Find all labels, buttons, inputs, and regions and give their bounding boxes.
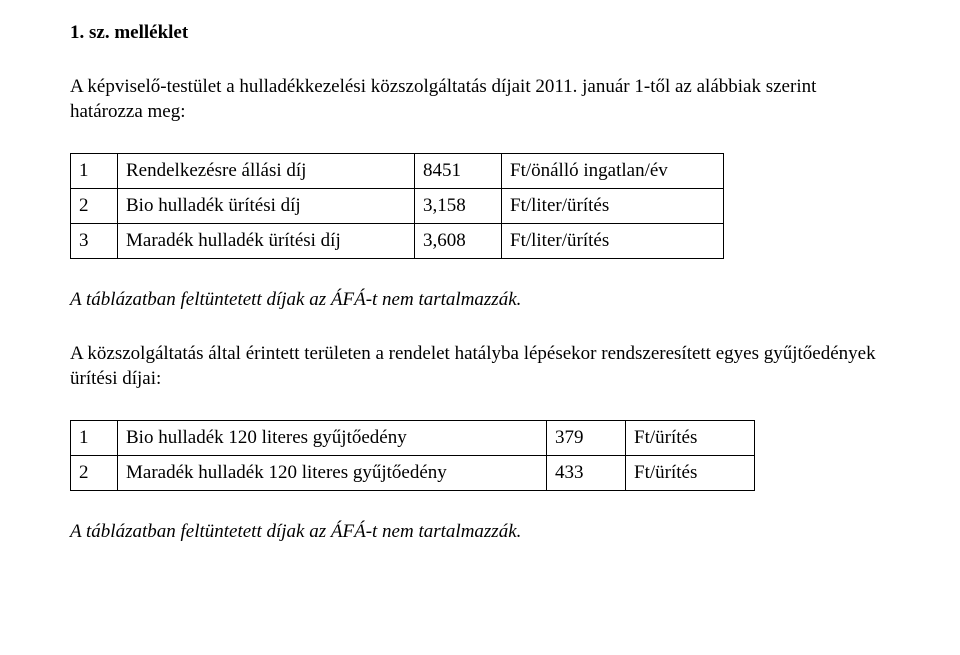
cell-desc: Bio hulladék ürítési díj — [118, 188, 415, 223]
cell-val: 8451 — [415, 153, 502, 188]
cell-num: 3 — [71, 223, 118, 258]
vat-note-2: A táblázatban feltüntetett díjak az ÁFÁ-… — [70, 519, 890, 545]
mid-paragraph: A közszolgáltatás által érintett terület… — [70, 341, 890, 392]
cell-val: 379 — [547, 420, 626, 455]
cell-unit: Ft/önálló ingatlan/év — [502, 153, 724, 188]
table-row: 2 Bio hulladék ürítési díj 3,158 Ft/lite… — [71, 188, 724, 223]
fees-table-1: 1 Rendelkezésre állási díj 8451 Ft/önáll… — [70, 153, 724, 259]
table-row: 1 Rendelkezésre állási díj 8451 Ft/önáll… — [71, 153, 724, 188]
table-row: 3 Maradék hulladék ürítési díj 3,608 Ft/… — [71, 223, 724, 258]
cell-unit: Ft/ürítés — [626, 420, 755, 455]
cell-desc: Rendelkezésre állási díj — [118, 153, 415, 188]
cell-unit: Ft/liter/ürítés — [502, 188, 724, 223]
cell-unit: Ft/ürítés — [626, 455, 755, 490]
cell-val: 433 — [547, 455, 626, 490]
fees-table-2: 1 Bio hulladék 120 literes gyűjtőedény 3… — [70, 420, 755, 491]
cell-num: 2 — [71, 188, 118, 223]
cell-num: 1 — [71, 153, 118, 188]
cell-num: 2 — [71, 455, 118, 490]
cell-num: 1 — [71, 420, 118, 455]
table-row: 2 Maradék hulladék 120 literes gyűjtőedé… — [71, 455, 755, 490]
cell-desc: Maradék hulladék ürítési díj — [118, 223, 415, 258]
cell-desc: Bio hulladék 120 literes gyűjtőedény — [118, 420, 547, 455]
vat-note-1: A táblázatban feltüntetett díjak az ÁFÁ-… — [70, 287, 890, 313]
cell-val: 3,608 — [415, 223, 502, 258]
intro-paragraph: A képviselő-testület a hulladékkezelési … — [70, 74, 890, 125]
page: 1. sz. melléklet A képviselő-testület a … — [0, 0, 960, 655]
cell-unit: Ft/liter/ürítés — [502, 223, 724, 258]
cell-desc: Maradék hulladék 120 literes gyűjtőedény — [118, 455, 547, 490]
table-row: 1 Bio hulladék 120 literes gyűjtőedény 3… — [71, 420, 755, 455]
cell-val: 3,158 — [415, 188, 502, 223]
heading: 1. sz. melléklet — [70, 20, 890, 46]
